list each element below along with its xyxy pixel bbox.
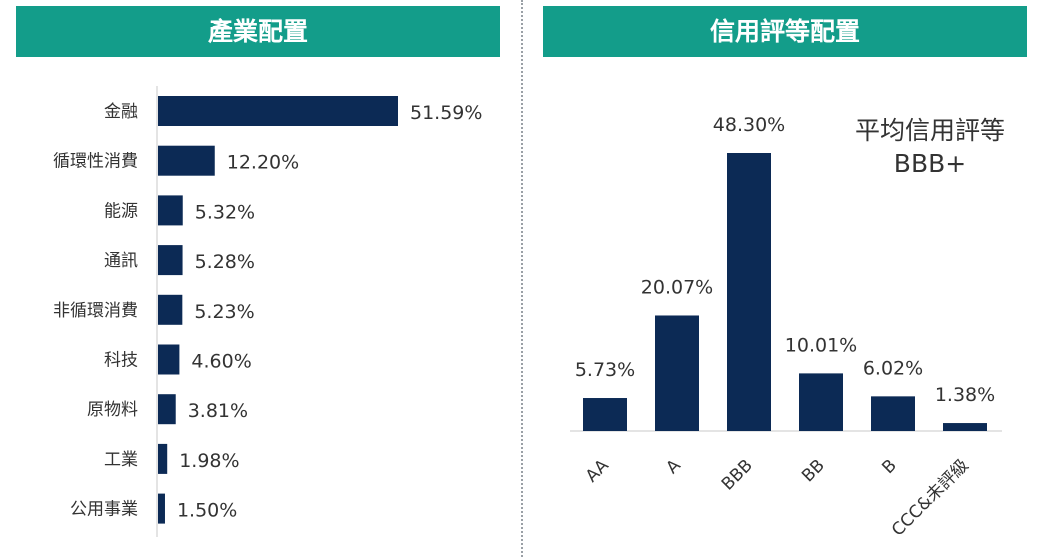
industry-category-label: 金融 [104,102,138,122]
average-rating-note: 平均信用評等 BBB+ [835,114,1025,180]
rating-category-label: CCC&未評級 [888,456,973,541]
industry-value-label: 5.28% [195,251,255,273]
industry-bar-7 [158,394,176,425]
rating-category-label: BB [798,456,829,487]
industry-bar-8 [158,443,168,474]
industry-panel-title: 產業配置 [16,6,500,57]
rating-value-label: 1.38% [935,384,995,406]
industry-category-label: 循環性消費 [53,152,138,172]
industry-value-label: 5.23% [194,301,254,323]
industry-value-label: 1.50% [177,500,237,522]
rating-category-label: BBB [718,456,757,495]
industry-value-label: 51.59% [410,102,482,124]
average-rating-value: BBB+ [893,149,967,178]
industry-value-label: 1.98% [179,450,239,472]
rating-bar-3 [727,153,771,431]
rating-value-label: 6.02% [863,357,923,379]
industry-value-label: 3.81% [188,400,248,422]
rating-category-label: AA [582,455,613,486]
average-rating-label: 平均信用評等 [854,116,1005,145]
industry-bar-2 [158,145,215,176]
industry-category-label: 通訊 [104,251,138,271]
rating-bar-2 [655,315,699,431]
panel-divider [521,0,523,557]
rating-bar-5 [871,396,915,431]
industry-bar-9 [158,493,165,524]
rating-value-label: 10.01% [785,334,857,356]
industry-category-label: 能源 [104,201,138,221]
industry-value-label: 5.32% [195,201,255,223]
industry-category-label: 科技 [104,351,138,371]
industry-bar-3 [158,195,183,226]
rating-value-label: 5.73% [575,359,635,381]
industry-bar-1 [158,96,398,126]
rating-category-label: B [878,456,900,478]
rating-panel-title: 信用評等配置 [543,6,1027,57]
industry-value-label: 12.20% [227,152,299,174]
industry-bar-6 [158,344,180,375]
rating-category-label: A [662,455,685,478]
rating-bar-4 [799,373,843,431]
industry-category-label: 非循環消費 [53,301,138,321]
industry-category-label: 工業 [104,450,138,470]
industry-category-label: 公用事業 [70,500,138,520]
rating-value-label: 20.07% [641,276,713,298]
rating-bar-1 [583,398,627,431]
industry-bar-4 [158,245,183,276]
industry-bar-5 [158,294,183,325]
industry-category-label: 原物料 [87,400,138,420]
industry-value-label: 4.60% [191,351,251,373]
rating-bar-6 [943,423,987,431]
rating-value-label: 48.30% [713,114,785,136]
